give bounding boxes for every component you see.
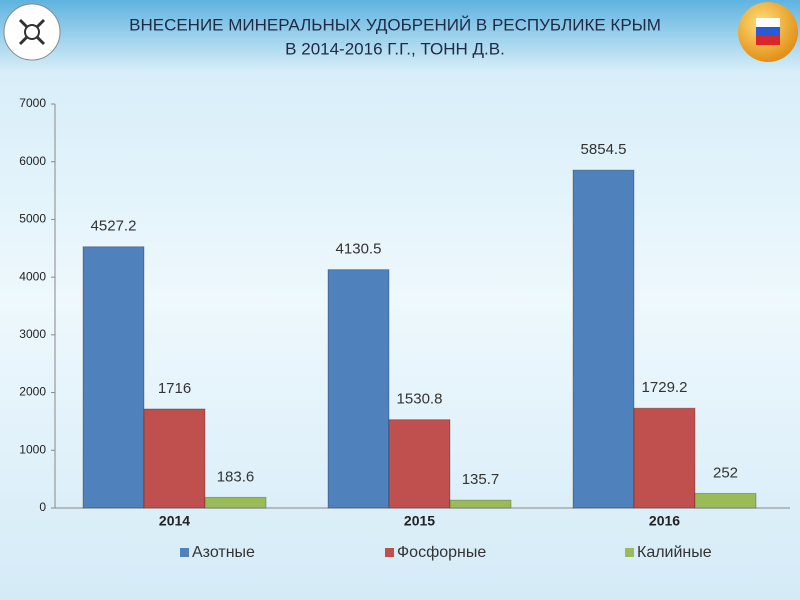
legend-swatch — [625, 548, 634, 557]
y-tick-label: 6000 — [19, 154, 46, 168]
legend-label: Азотные — [192, 544, 255, 561]
x-tick-label: 2014 — [159, 513, 190, 529]
value-label: 1716 — [158, 380, 191, 397]
bar — [633, 407, 696, 509]
value-label: 4527.2 — [91, 218, 137, 235]
bar — [204, 496, 267, 509]
y-tick-label: 7000 — [19, 96, 46, 110]
legend-label: Фосфорные — [397, 544, 486, 561]
right-logo — [738, 2, 798, 62]
value-label: 252 — [713, 464, 738, 481]
y-tick-label: 1000 — [19, 442, 46, 456]
legend-swatch — [385, 548, 394, 557]
y-tick-label: 2000 — [19, 385, 46, 399]
value-label: 1530.8 — [397, 391, 443, 408]
bar — [327, 269, 390, 509]
legend-swatch — [180, 548, 189, 557]
value-label: 135.7 — [462, 471, 500, 488]
value-label: 1729.2 — [642, 379, 688, 396]
legend-label: Калийные — [637, 544, 712, 561]
chart-title: ВНЕСЕНИЕ МИНЕРАЛЬНЫХ УДОБРЕНИЙ В РЕСПУБЛ… — [129, 15, 661, 34]
bar — [388, 419, 451, 509]
bar — [82, 246, 145, 509]
y-tick-label: 3000 — [19, 327, 46, 341]
bar — [572, 169, 635, 509]
y-tick-label: 4000 — [19, 269, 46, 283]
bar — [694, 492, 757, 509]
value-label: 183.6 — [217, 468, 255, 485]
y-tick-label: 5000 — [19, 212, 46, 226]
chart-title: В 2014-2016 Г.Г., ТОНН Д.В. — [285, 39, 505, 58]
bar — [143, 408, 206, 509]
left-logo — [3, 3, 61, 61]
x-tick-label: 2016 — [649, 513, 680, 529]
value-label: 5854.5 — [581, 141, 627, 158]
bar — [449, 499, 512, 509]
x-tick-label: 2015 — [404, 513, 435, 529]
value-label: 4130.5 — [336, 241, 382, 258]
y-tick-label: 0 — [39, 500, 46, 514]
